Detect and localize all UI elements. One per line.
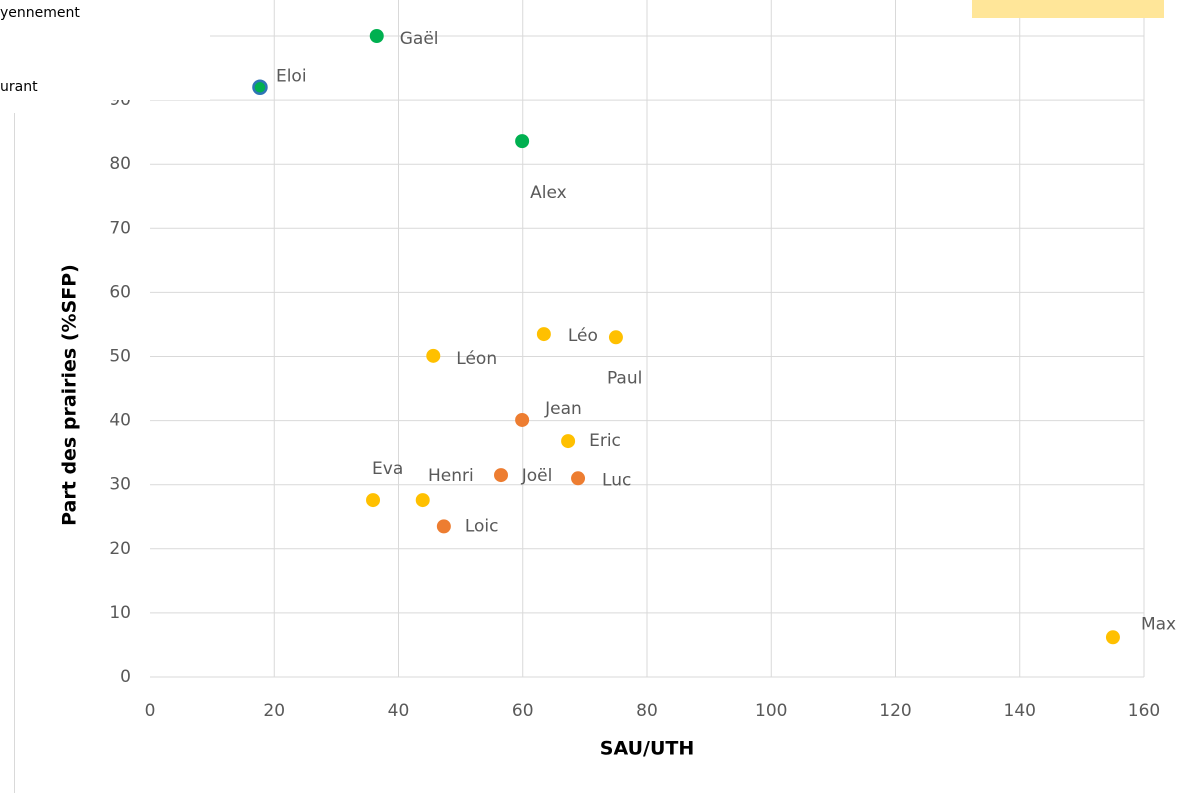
highlight-box — [972, 0, 1164, 18]
point — [415, 493, 430, 508]
x-tick-label: 140 — [1004, 701, 1036, 721]
x-tick-label: 100 — [755, 701, 787, 721]
y-tick-label: 30 — [109, 475, 131, 495]
point — [515, 134, 530, 149]
point-label: Eloi — [276, 66, 307, 86]
x-tick-label: 0 — [145, 701, 156, 721]
y-tick-label: 70 — [109, 218, 131, 238]
point — [515, 412, 530, 427]
y-tick-label: 20 — [109, 539, 131, 559]
point-label: Max — [1141, 614, 1176, 634]
plot-area: 0102030405060708090100020406080100120140… — [99, 0, 1176, 721]
point-label: Henri — [428, 466, 474, 486]
y-tick-label: 80 — [109, 154, 131, 174]
point-label: Paul — [607, 368, 642, 388]
y-tick-label: 0 — [120, 667, 131, 687]
point — [494, 468, 509, 483]
point — [366, 493, 381, 508]
x-tick-label: 120 — [879, 701, 911, 721]
x-tick-label: 60 — [512, 701, 534, 721]
point-label: Jean — [544, 399, 582, 419]
y-tick-label: 40 — [109, 411, 131, 431]
point-label: Léo — [568, 326, 598, 346]
x-axis-title: SAU/UTH — [600, 738, 694, 760]
point-label: Eric — [589, 431, 621, 451]
point-label: Luc — [602, 470, 631, 490]
point — [608, 330, 623, 345]
point-label: Loic — [465, 516, 499, 536]
x-tick-label: 40 — [388, 701, 410, 721]
y-axis-title: Part des prairies (%SFP) — [59, 264, 81, 526]
point — [536, 327, 551, 342]
y-tick-label: 10 — [109, 603, 131, 623]
x-tick-label: 160 — [1128, 701, 1160, 721]
y-tick-label: 50 — [109, 347, 131, 367]
point — [561, 434, 576, 449]
point-label: Léon — [456, 349, 497, 369]
point-label: Alex — [530, 183, 567, 203]
y-tick-label: 60 — [109, 282, 131, 302]
point-label: Joël — [521, 466, 553, 486]
point — [1105, 630, 1120, 645]
x-tick-label: 80 — [636, 701, 658, 721]
point — [369, 29, 384, 43]
legend-box — [0, 0, 210, 100]
point — [426, 348, 441, 363]
point — [571, 471, 586, 486]
point — [252, 79, 268, 96]
legend-fragment: yennement — [0, 5, 80, 21]
point-label: Eva — [372, 459, 403, 479]
legend-fragment: urant — [0, 79, 38, 95]
point — [436, 519, 451, 534]
point-label: Gaël — [400, 29, 439, 49]
x-tick-label: 20 — [263, 701, 285, 721]
